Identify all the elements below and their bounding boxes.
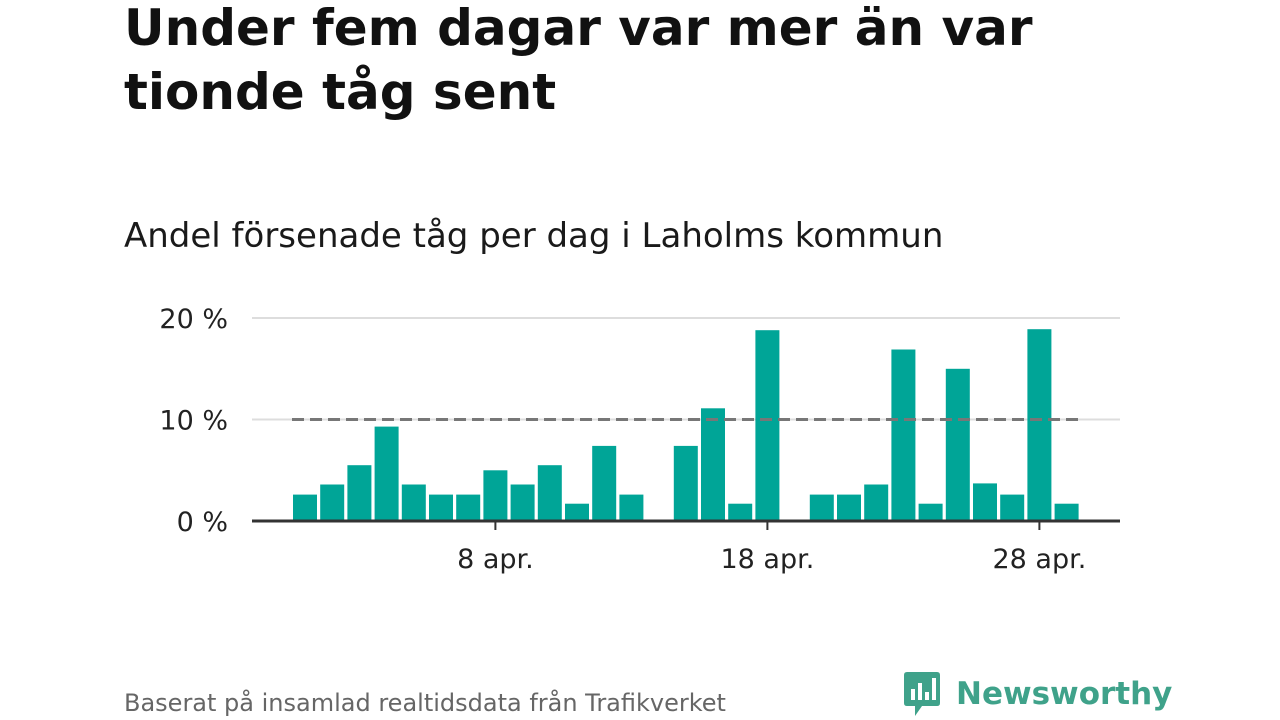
bar bbox=[537, 465, 562, 521]
chart-title: Under fem dagar var mer än var tionde tå… bbox=[124, 0, 1033, 121]
bar bbox=[347, 465, 372, 521]
bar bbox=[1054, 503, 1079, 521]
bar bbox=[701, 408, 725, 521]
bar bbox=[374, 426, 399, 521]
bar bbox=[293, 494, 317, 521]
bar bbox=[401, 484, 426, 521]
y-tick-label: 0 % bbox=[177, 507, 228, 538]
chart-subtitle: Andel försenade tåg per dag i Laholms ko… bbox=[124, 216, 944, 256]
bar bbox=[565, 503, 589, 521]
newsworthy-logo-icon bbox=[904, 672, 940, 716]
bars bbox=[293, 329, 1079, 522]
bar bbox=[837, 494, 861, 521]
bar bbox=[592, 445, 617, 521]
y-tick-label: 10 % bbox=[159, 406, 228, 437]
bar bbox=[1000, 494, 1025, 521]
x-tick-label: 18 apr. bbox=[720, 544, 814, 575]
gridlines bbox=[252, 317, 1120, 421]
brand-name: Newsworthy bbox=[956, 676, 1173, 712]
y-tick-label: 20 % bbox=[159, 304, 228, 335]
x-axis-ticks: 8 apr. 18 apr. 28 apr. bbox=[457, 521, 1086, 575]
bar bbox=[619, 494, 644, 521]
newsworthy-logo[interactable]: Newsworthy bbox=[902, 670, 1172, 718]
bar bbox=[973, 483, 997, 521]
bar bbox=[728, 503, 753, 521]
bar-chart: 0 % 10 % 20 % 8 apr. 18 apr. 28 apr. bbox=[159, 304, 1120, 575]
bar bbox=[429, 494, 453, 521]
bar bbox=[864, 484, 889, 521]
bar bbox=[809, 494, 834, 521]
bar bbox=[891, 349, 916, 521]
bar bbox=[320, 484, 345, 521]
bar bbox=[945, 368, 970, 522]
x-tick-label: 8 apr. bbox=[457, 544, 534, 575]
bar bbox=[510, 484, 535, 521]
bar bbox=[456, 494, 481, 521]
bar bbox=[755, 330, 780, 521]
source-note: Baserat på insamlad realtidsdata från Tr… bbox=[124, 689, 726, 717]
bar bbox=[483, 470, 508, 522]
x-tick-label: 28 apr. bbox=[992, 544, 1086, 575]
y-axis-tick-labels: 0 % 10 % 20 % bbox=[159, 304, 228, 538]
bar bbox=[1027, 329, 1052, 521]
bar bbox=[918, 503, 943, 521]
bar bbox=[673, 445, 698, 521]
